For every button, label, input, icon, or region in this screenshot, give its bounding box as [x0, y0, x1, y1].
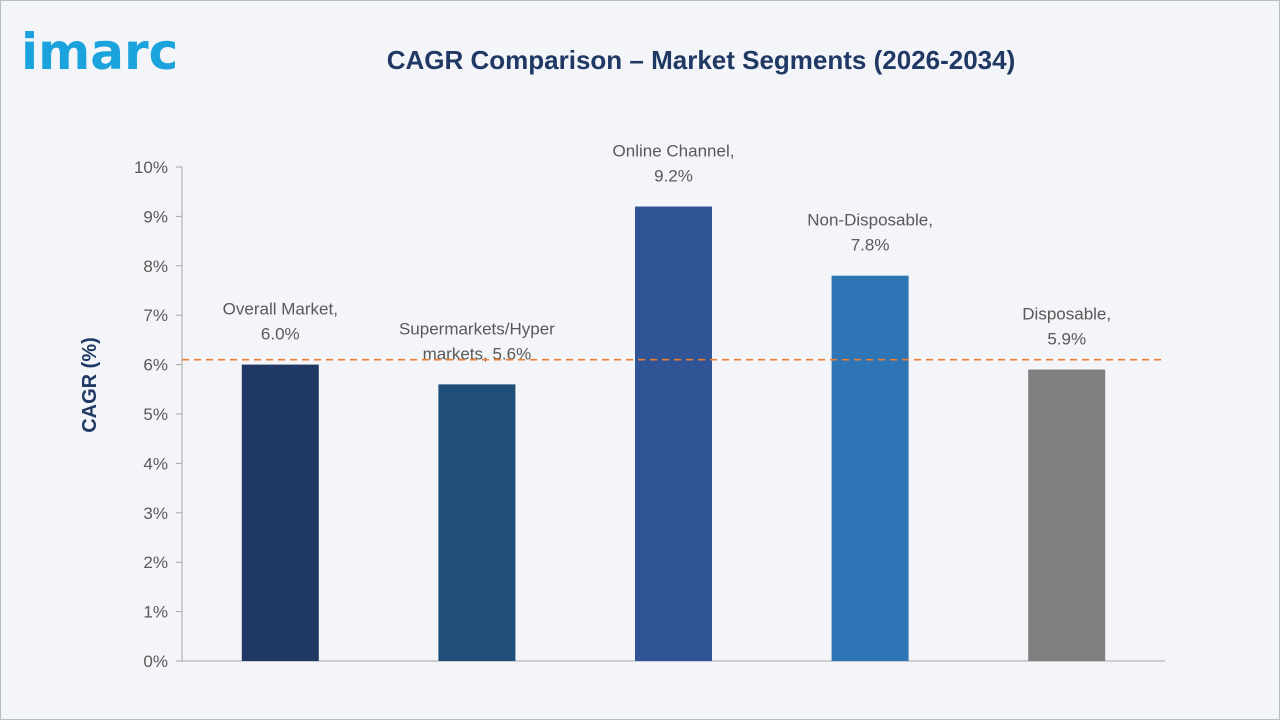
y-tick-label: 9%	[143, 207, 168, 226]
data-label-line: Supermarkets/Hyper	[399, 319, 555, 338]
data-label: Online Channel, 9.2%	[613, 142, 735, 186]
chart-title: CAGR Comparison – Market Segments (2026-…	[386, 45, 1016, 75]
data-label-line: 7.8%	[851, 236, 890, 255]
y-axis-label: CAGR (%)	[79, 337, 101, 433]
y-tick-label: 10%	[134, 158, 168, 177]
data-label: Supermarkets/Hyper markets, 5.6%	[399, 319, 555, 363]
bar-5	[1028, 369, 1106, 661]
data-label-line: Online Channel,	[613, 142, 735, 161]
data-label-line: Overall Market,	[223, 300, 338, 319]
bar-2	[438, 384, 516, 661]
data-label-line: 9.2%	[654, 167, 693, 186]
y-tick-label: 6%	[143, 356, 168, 375]
bar-1	[241, 364, 319, 661]
y-tick-label: 4%	[143, 454, 168, 473]
data-label: Disposable, 5.9%	[1022, 305, 1111, 349]
bar-3	[635, 206, 712, 661]
y-tick-label: 0%	[143, 652, 168, 671]
bar-4	[831, 275, 909, 661]
y-tick-label: 7%	[143, 306, 168, 325]
data-label: Overall Market, 6.0%	[223, 300, 338, 344]
data-label: Non-Disposable, 7.8%	[807, 211, 933, 255]
y-tick-label: 5%	[143, 405, 168, 424]
y-tick-label: 2%	[143, 553, 168, 572]
data-label-line: 6.0%	[261, 325, 300, 344]
imarc-logo: imarc	[21, 23, 179, 81]
data-label-line: Non-Disposable,	[807, 211, 933, 230]
data-label-line: 5.9%	[1047, 330, 1086, 349]
data-label-line: Disposable,	[1022, 305, 1111, 324]
data-label-line: markets, 5.6%	[423, 344, 532, 363]
y-tick-label: 8%	[143, 257, 168, 276]
y-tick-label: 3%	[143, 504, 168, 523]
y-tick-label: 1%	[143, 603, 168, 622]
